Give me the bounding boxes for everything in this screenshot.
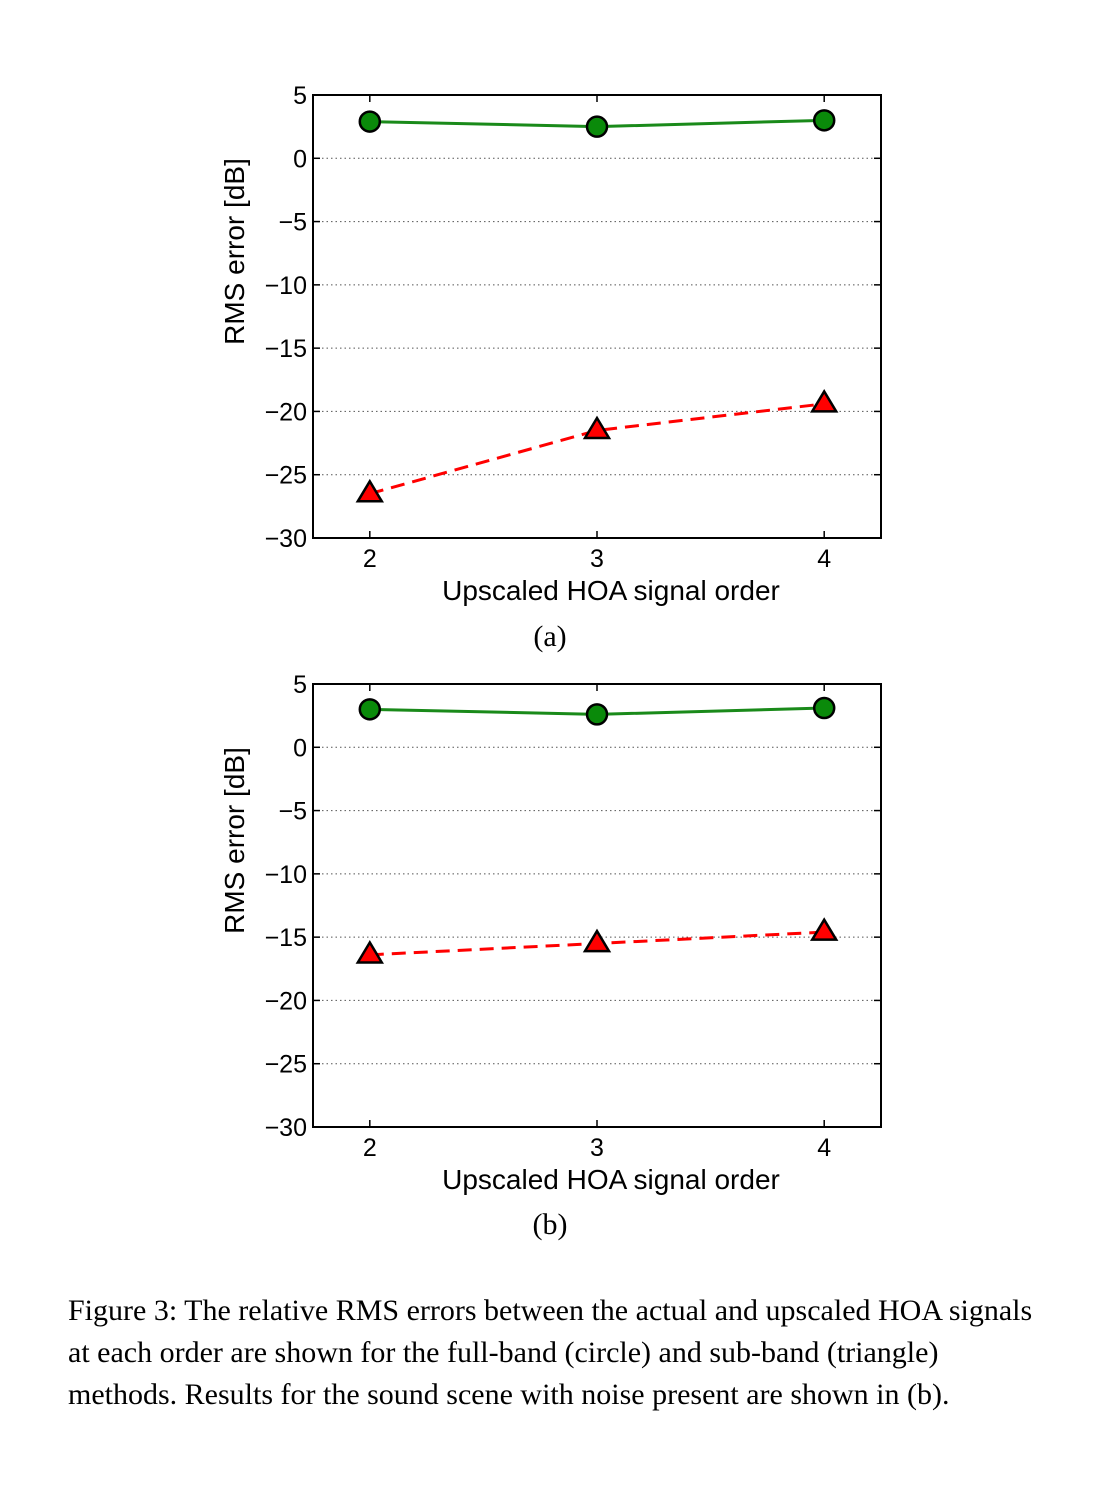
x-tick-label: 3 bbox=[590, 1134, 604, 1162]
data-point-circle bbox=[812, 696, 836, 720]
y-tick-label: −5 bbox=[278, 798, 307, 826]
data-point-circle bbox=[358, 110, 382, 133]
y-tick-label: −15 bbox=[265, 335, 307, 363]
x-tick-label: 2 bbox=[363, 1134, 377, 1162]
series-line-triangle bbox=[369, 402, 825, 496]
axes-frame bbox=[312, 94, 882, 539]
x-tick-label: 4 bbox=[817, 1134, 831, 1162]
x-tick-label: 2 bbox=[363, 545, 377, 573]
x-tick-label: 4 bbox=[817, 545, 831, 573]
data-point-circle bbox=[812, 109, 836, 132]
data-point-triangle bbox=[355, 478, 385, 503]
chart-a: 5 0 −5 −10 −15 −20 −25 −30 2 3 4 Upscaled HOA signa… bbox=[219, 82, 882, 606]
plot-b: 5 0 −5 −10 −15 −20 −25 −30 2 3 4 Upscaled HOA signa… bbox=[0, 640, 1108, 1250]
y-tick-label: −15 bbox=[265, 924, 307, 952]
y-tick-label: −30 bbox=[265, 1114, 307, 1142]
x-axis-label: Upscaled HOA signal order bbox=[442, 1164, 780, 1195]
data-point-triangle bbox=[809, 389, 839, 413]
data-point-triangle bbox=[355, 940, 385, 964]
axes-frame bbox=[312, 683, 882, 1128]
y-tick-label: −25 bbox=[265, 462, 307, 490]
x-tick-label: 3 bbox=[590, 545, 604, 573]
y-axis-label: RMS error [dB] bbox=[219, 747, 250, 934]
y-tick-label: −5 bbox=[278, 209, 307, 237]
data-point-triangle bbox=[582, 928, 612, 953]
panel-label-b: (b) bbox=[532, 1208, 568, 1241]
y-tick-label: −20 bbox=[265, 987, 307, 1015]
panel-label-a: (a) bbox=[533, 620, 567, 653]
y-tick-label: −20 bbox=[265, 398, 307, 426]
y-tick-label: 5 bbox=[293, 671, 307, 699]
chart-b: 5 0 −5 −10 −15 −20 −25 −30 2 3 4 Upscaled HOA signa… bbox=[219, 671, 882, 1195]
data-point-circle bbox=[358, 698, 382, 721]
data-point-triangle bbox=[809, 917, 839, 941]
y-tick-label: −10 bbox=[265, 861, 307, 889]
data-point-triangle bbox=[582, 415, 612, 440]
plot-a: 5 0 −5 −10 −15 −20 −25 −30 2 3 4 Upscaled HOA signa… bbox=[0, 0, 1108, 660]
data-point-circle bbox=[585, 115, 609, 138]
figure-caption: Figure 3: The relative RMS errors betwee… bbox=[68, 1294, 1033, 1411]
y-axis-label: RMS error [dB] bbox=[219, 158, 250, 345]
y-tick-label: 5 bbox=[293, 82, 307, 110]
y-tick-label: −25 bbox=[265, 1051, 307, 1079]
x-axis-label: Upscaled HOA signal order bbox=[442, 575, 780, 606]
y-tick-label: −30 bbox=[265, 525, 307, 553]
y-tick-label: 0 bbox=[293, 145, 307, 173]
y-tick-label: 0 bbox=[293, 734, 307, 762]
y-tick-label: −10 bbox=[265, 272, 307, 300]
data-point-circle bbox=[585, 703, 609, 726]
